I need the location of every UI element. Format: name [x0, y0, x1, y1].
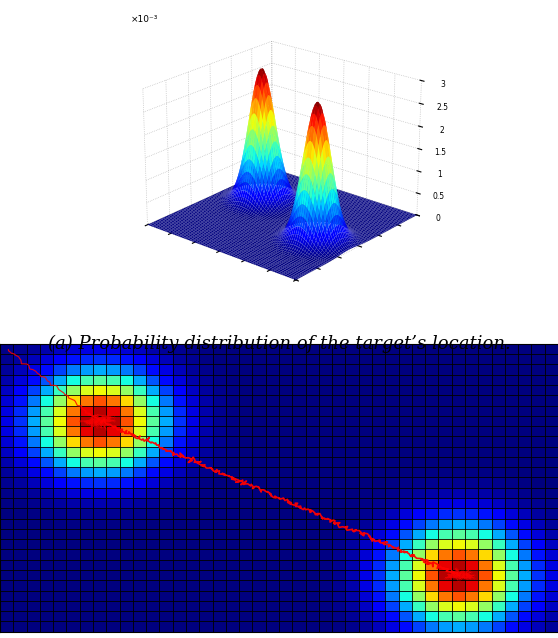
Text: ×10⁻³: ×10⁻³ [131, 15, 158, 24]
Text: (a) Probability distribution of the target’s location.: (a) Probability distribution of the targ… [47, 335, 511, 353]
